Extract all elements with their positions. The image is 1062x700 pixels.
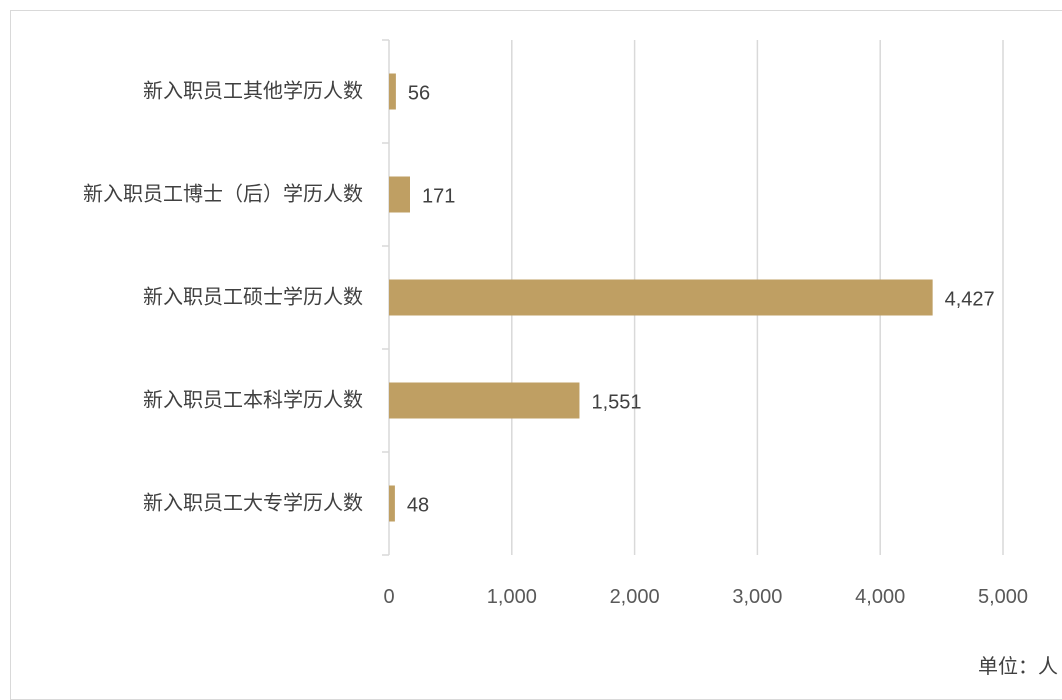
value-label: 171 (422, 186, 455, 208)
category-label: 新入职员工硕士学历人数 (143, 286, 363, 309)
category-axis (382, 39, 390, 556)
value-label: 48 (407, 495, 429, 517)
bar-0 (389, 73, 396, 110)
category-label: 新入职员工博士（后）学历人数 (83, 183, 363, 206)
x-tick-label: 4,000 (855, 586, 905, 608)
category-label: 新入职员工其他学历人数 (143, 80, 363, 103)
bars (389, 73, 933, 522)
x-tick-label: 0 (383, 586, 394, 608)
bar-1 (389, 176, 410, 213)
value-label: 1,551 (591, 392, 641, 414)
unit-label: 单位：人 (978, 654, 1058, 678)
value-label: 56 (408, 83, 430, 105)
chart-frame (10, 10, 1062, 700)
x-tick-label: 3,000 (732, 586, 782, 608)
x-tick-label: 5,000 (978, 586, 1028, 608)
labels: 新入职员工其他学历人数 56 新入职员工博士（后）学历人数 171 新入职员工硕士学历人… (83, 80, 1028, 609)
bar-4 (389, 485, 395, 522)
bar-3 (389, 382, 580, 419)
category-label: 新入职员工本科学历人数 (143, 389, 363, 412)
bar-2 (389, 279, 933, 316)
value-label: 4,427 (945, 289, 995, 311)
x-tick-label: 1,000 (487, 586, 537, 608)
x-tick-label: 2,000 (610, 586, 660, 608)
category-label: 新入职员工大专学历人数 (143, 492, 363, 515)
